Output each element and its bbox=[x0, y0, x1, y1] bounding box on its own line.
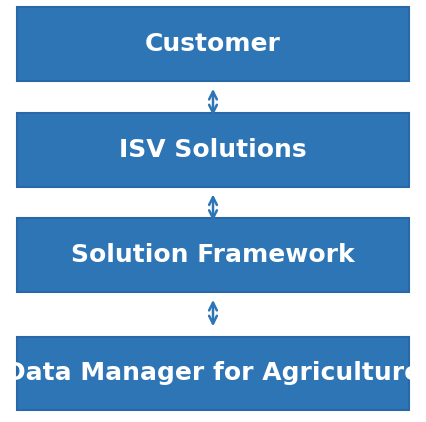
Text: Data Manager for Agriculture: Data Manager for Agriculture bbox=[5, 362, 421, 385]
Text: Solution Framework: Solution Framework bbox=[71, 243, 355, 267]
Text: Customer: Customer bbox=[145, 32, 281, 56]
FancyBboxPatch shape bbox=[17, 8, 409, 81]
FancyBboxPatch shape bbox=[17, 219, 409, 292]
FancyBboxPatch shape bbox=[17, 113, 409, 187]
FancyBboxPatch shape bbox=[17, 337, 409, 410]
Text: ISV Solutions: ISV Solutions bbox=[119, 138, 307, 162]
